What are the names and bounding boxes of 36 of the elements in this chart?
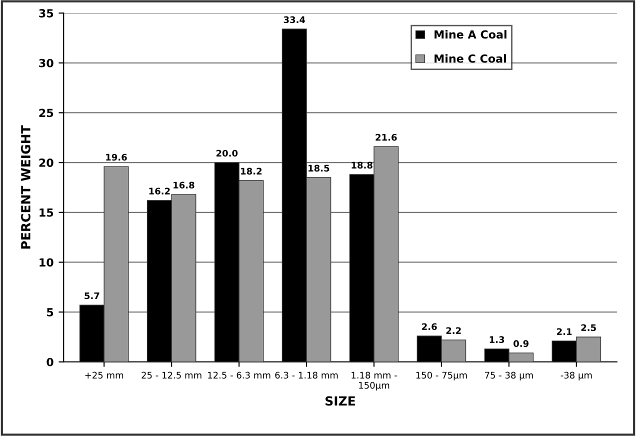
data-label: 18.5: [308, 164, 330, 172]
x-tick-label: +25 mm: [85, 372, 124, 379]
data-label: 2.6: [422, 323, 437, 330]
y-tick-label: 10: [40, 258, 54, 267]
y-axis-title: PERCENT WEIGHT: [20, 125, 30, 249]
data-label: 0.9: [514, 340, 529, 347]
data-label: 2.2: [446, 327, 461, 334]
x-tick-label: 25 - 12.5 mm: [142, 372, 202, 379]
data-label: 20.0: [216, 150, 238, 157]
data-label: 33.4: [284, 16, 306, 24]
data-label: 19.6: [106, 154, 127, 161]
data-label: 18.8: [352, 162, 372, 169]
data-label: 2.1: [557, 328, 572, 335]
x-tick-label: -38 μm: [560, 372, 592, 380]
data-label: 16.2: [149, 188, 170, 195]
x-tick-label: 12.5 - 6.3 mm: [208, 372, 270, 379]
data-label: 21.6: [376, 134, 397, 141]
y-tick-label: 35: [39, 9, 54, 18]
data-label: 2.5: [581, 324, 596, 332]
legend-label: Mine C Coal: [434, 54, 506, 63]
y-tick-label: 15: [40, 208, 54, 217]
legend-label: Mine A Coal: [434, 30, 506, 39]
x-tick-label: 150 - 75μm: [416, 372, 467, 380]
y-tick-label: 20: [39, 158, 54, 167]
y-tick-label: 30: [39, 58, 54, 68]
data-label: 1.3: [490, 336, 504, 344]
y-tick-label: 5: [47, 308, 54, 316]
x-tick-label: 6.3 - 1.18 mm: [275, 372, 338, 379]
data-label: 5.7: [84, 292, 100, 300]
data-label: 16.8: [174, 182, 194, 189]
x-axis-title: SIZE: [326, 396, 355, 406]
x-tick-label: 75 - 38 μm: [485, 372, 533, 380]
y-tick-label: 0: [46, 358, 54, 366]
data-label: 18.2: [241, 168, 262, 175]
y-tick-label: 25: [39, 108, 54, 118]
x-tick-label: 1.18 mm - 150μm: [352, 372, 397, 390]
